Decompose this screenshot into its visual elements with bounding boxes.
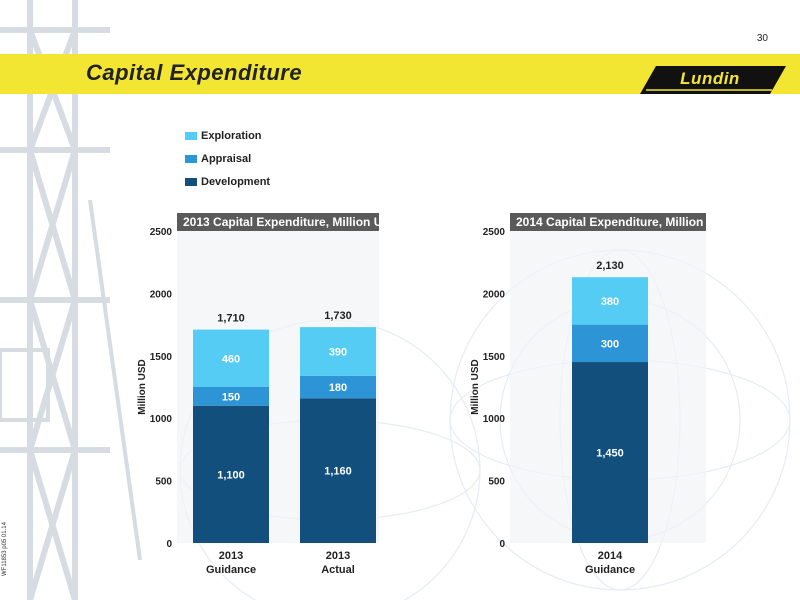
x-category-label: 2014 <box>598 550 623 562</box>
page-title: Capital Expenditure <box>86 60 303 85</box>
y-tick-label: 500 <box>488 477 505 488</box>
x-category-label: 2013 <box>219 550 243 562</box>
bar-total-label: 1,710 <box>217 313 245 325</box>
bar-total-label: 1,730 <box>324 310 352 322</box>
y-tick-label: 2500 <box>483 227 506 238</box>
oil-rig-icon <box>0 0 142 600</box>
x-category-label: 2013 <box>326 550 350 562</box>
chart-0: 0 500 1000 1500 2000 2500 Million USD 1,100 150 4… <box>137 227 379 576</box>
bar-segment-appraisal <box>572 324 648 363</box>
logo-badge-icon <box>640 66 786 94</box>
y-tick-label: 0 <box>166 539 172 550</box>
bar-segment-development <box>572 362 648 543</box>
y-tick-label: 1500 <box>483 352 506 363</box>
y-axis-label: Million USD <box>470 359 481 415</box>
legend-swatch <box>185 178 197 186</box>
document-reference: WF11853 p05 01.14 <box>2 522 8 576</box>
bar-value-label: 390 <box>329 346 347 358</box>
x-category-sublabel: Guidance <box>585 564 635 576</box>
y-tick-label: 1000 <box>483 414 506 425</box>
y-tick-label: 2000 <box>150 289 173 300</box>
y-tick-label: 0 <box>499 539 505 550</box>
y-axis-label: Million USD <box>137 359 148 415</box>
y-tick-label: 1000 <box>150 414 173 425</box>
x-category-sublabel: Guidance <box>206 564 256 576</box>
legend-swatch <box>185 132 197 140</box>
bar-value-label: 1,160 <box>324 466 352 478</box>
chart-1: 0 500 1000 1500 2000 2500 Million USD 1,450 300 3… <box>470 227 706 576</box>
chart-2014-title: 2014 Capital Expenditure, Million USD <box>510 213 732 231</box>
bar-total-label: 2,130 <box>596 260 624 272</box>
legend-label: Exploration <box>201 130 262 142</box>
y-tick-label: 1500 <box>150 352 173 363</box>
y-tick-label: 2500 <box>150 227 173 238</box>
page-number: 30 <box>756 33 768 44</box>
bar-segment-appraisal <box>300 375 376 399</box>
legend-label: Appraisal <box>201 153 252 165</box>
bar-value-label: 460 <box>222 353 240 365</box>
legend-label: Development <box>201 176 271 188</box>
legend-swatch <box>185 155 197 163</box>
logo-wordmark: Lundin <box>680 69 740 88</box>
bar-segment-exploration <box>193 329 269 387</box>
bar-value-label: 1,100 <box>217 469 245 481</box>
bar-value-label: 380 <box>601 296 619 308</box>
bar-value-label: 1,450 <box>596 448 624 460</box>
chart-2013-title: 2013 Capital Expenditure, Million USD <box>177 213 399 231</box>
bar-value-label: 300 <box>601 338 619 350</box>
bar-value-label: 150 <box>222 391 240 403</box>
x-category-sublabel: Actual <box>321 564 355 576</box>
bar-value-label: 180 <box>329 382 347 394</box>
bar-segment-appraisal <box>193 387 269 406</box>
bar-segment-exploration <box>300 327 376 376</box>
y-tick-label: 2000 <box>483 289 506 300</box>
company-logo: Lundin <box>640 66 786 94</box>
bar-segment-development <box>300 398 376 543</box>
bar-segment-exploration <box>572 277 648 325</box>
bar-segment-development <box>193 405 269 543</box>
y-tick-label: 500 <box>155 477 172 488</box>
